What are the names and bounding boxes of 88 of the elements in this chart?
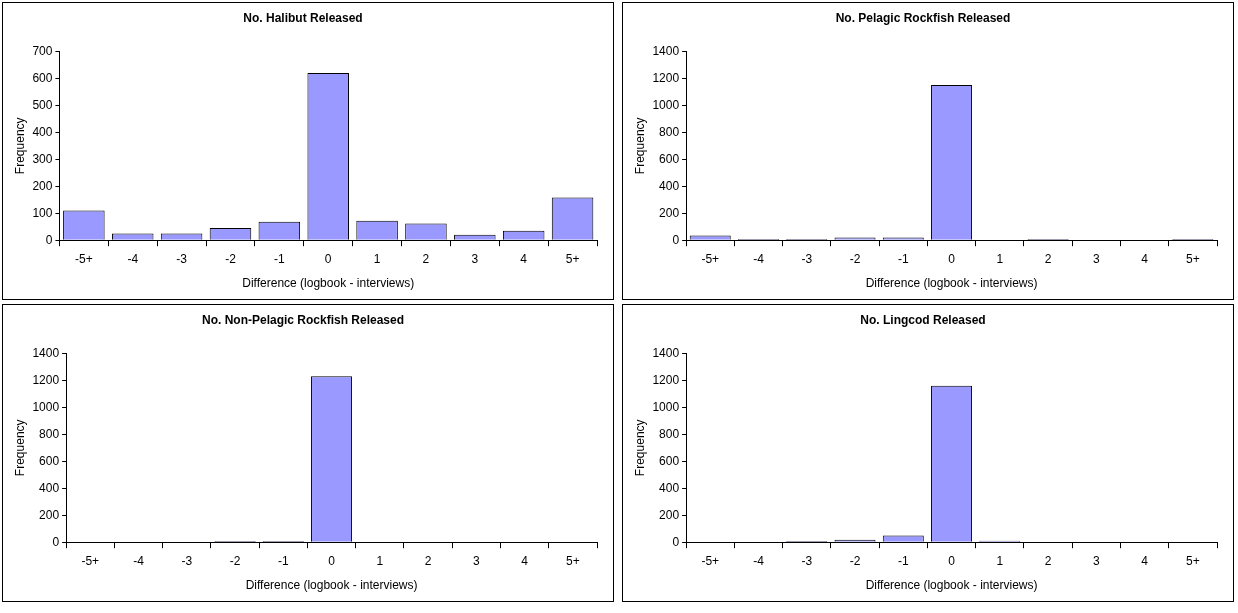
x-tick-label: 2 (1044, 251, 1052, 266)
x-tick-label: -2 (849, 251, 861, 266)
x-tick-label: -4 (133, 553, 145, 568)
x-tick-label: 4 (521, 553, 529, 568)
y-tick-label: 800 (659, 426, 680, 441)
x-tick-label: 4 (520, 251, 528, 266)
x-tick-label: -3 (176, 251, 188, 266)
y-axis-title: Frequency (12, 117, 27, 175)
y-tick-label: 1000 (652, 399, 680, 414)
x-axis-title: Difference (logbook - interviews) (242, 276, 415, 291)
y-axis-title: Frequency (632, 117, 647, 175)
y-axis-title: Frequency (12, 419, 27, 477)
y-tick-label: 500 (32, 97, 53, 112)
x-tick-label: 1 (996, 553, 1004, 568)
x-tick-label: 2 (422, 251, 430, 266)
y-tick-label: 200 (39, 507, 60, 522)
y-tick-label: 1200 (652, 372, 680, 387)
chart-title: No. Pelagic Rockfish Released (835, 10, 1011, 25)
y-tick-label: 600 (659, 151, 680, 166)
x-tick-label: 5+ (566, 553, 580, 568)
x-tick-label: -4 (127, 251, 139, 266)
x-tick-label: 5+ (1186, 251, 1200, 266)
y-tick-label: 0 (45, 232, 53, 247)
x-tick-label: 4 (1141, 553, 1149, 568)
x-tick-label: 5+ (565, 251, 580, 266)
x-tick-label: -3 (181, 553, 193, 568)
chart-title: No. Lingcod Released (860, 312, 986, 327)
y-tick-label: 1200 (652, 70, 680, 85)
y-tick-label: 200 (659, 205, 680, 220)
y-tick-label: 1400 (652, 345, 680, 360)
x-tick-label: 2 (424, 553, 432, 568)
x-axis-title: Difference (logbook - interviews) (245, 578, 418, 593)
y-tick-label: 800 (39, 426, 60, 441)
y-tick-label: 1400 (652, 43, 680, 58)
x-tick-label: 1 (996, 251, 1004, 266)
x-tick-label: 1 (376, 553, 384, 568)
x-axis-title: Difference (logbook - interviews) (865, 578, 1038, 593)
y-tick-label: 400 (32, 124, 53, 139)
y-tick-label: 0 (52, 534, 60, 549)
y-tick-label: 600 (659, 453, 680, 468)
x-tick-label: -1 (897, 251, 909, 266)
x-tick-label: -4 (753, 251, 765, 266)
y-tick-label: 1400 (32, 345, 60, 360)
x-tick-label: 3 (473, 553, 480, 568)
y-tick-label: 1200 (32, 372, 60, 387)
x-axis-title: Difference (logbook - interviews) (865, 276, 1038, 291)
x-tick-label: 0 (328, 553, 336, 568)
chart-title: No. Halibut Released (243, 10, 363, 25)
y-axis-title: Frequency (632, 419, 647, 477)
y-tick-label: 0 (672, 232, 680, 247)
x-tick-label: 5+ (1186, 553, 1200, 568)
y-tick-label: 1000 (652, 97, 680, 112)
y-tick-label: 1000 (32, 399, 60, 414)
x-tick-label: 2 (1044, 553, 1052, 568)
x-tick-label: -1 (897, 553, 909, 568)
x-tick-label: 3 (1093, 251, 1100, 266)
x-tick-label: 0 (948, 251, 956, 266)
x-tick-label: 0 (324, 251, 332, 266)
y-tick-label: 0 (672, 534, 680, 549)
x-tick-label: -5+ (701, 553, 720, 568)
y-tick-label: 600 (39, 453, 60, 468)
x-tick-label: -5+ (81, 553, 100, 568)
x-tick-label: -4 (753, 553, 765, 568)
x-tick-label: 3 (1093, 553, 1100, 568)
x-tick-label: -1 (274, 251, 285, 266)
x-tick-label: -1 (277, 553, 289, 568)
x-tick-label: 3 (471, 251, 479, 266)
y-tick-label: 200 (32, 178, 53, 193)
x-tick-label: -3 (801, 553, 813, 568)
chart-title: No. Non-Pelagic Rockfish Released (201, 312, 405, 327)
x-tick-label: 4 (1141, 251, 1149, 266)
x-tick-label: -5+ (701, 251, 720, 266)
y-tick-label: 300 (32, 151, 53, 166)
x-tick-label: -5+ (75, 251, 93, 266)
y-tick-label: 800 (659, 124, 680, 139)
y-tick-label: 700 (32, 43, 53, 58)
y-tick-label: 600 (32, 70, 53, 85)
y-tick-label: 100 (32, 205, 53, 220)
x-tick-label: -2 (225, 251, 237, 266)
y-tick-label: 400 (659, 480, 680, 495)
y-tick-label: 400 (39, 480, 60, 495)
x-tick-label: 0 (948, 553, 956, 568)
x-tick-label: -2 (849, 553, 861, 568)
y-tick-label: 200 (659, 507, 680, 522)
x-tick-label: -2 (229, 553, 241, 568)
x-tick-label: 1 (373, 251, 381, 266)
y-tick-label: 400 (659, 178, 680, 193)
x-tick-label: -3 (801, 251, 813, 266)
